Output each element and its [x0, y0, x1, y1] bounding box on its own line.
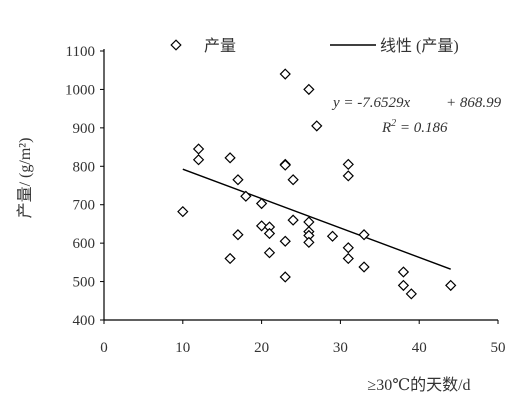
y-tick-label: 1000 — [65, 82, 95, 98]
y-tick-label: 700 — [73, 198, 96, 214]
data-point — [342, 170, 354, 182]
data-point — [224, 152, 236, 164]
data-point — [224, 252, 236, 265]
legend-marker — [170, 39, 182, 51]
regression-equation: y = -7.6529x + 868.99 R2 = 0.186 — [331, 95, 502, 136]
trendline-group — [182, 168, 451, 270]
data-point — [232, 174, 244, 186]
legend-label-trend: 线性 (产量) — [380, 37, 459, 55]
data-point — [279, 271, 291, 283]
data-point — [192, 143, 205, 155]
data-point — [303, 236, 315, 249]
x-tick-label: 30 — [333, 340, 348, 356]
data-point — [342, 252, 354, 265]
equation-text: y = -7.6529x — [331, 95, 411, 111]
data-point — [279, 235, 291, 247]
y-tick-label: 1100 — [66, 44, 95, 60]
y-tick-label: 600 — [73, 236, 96, 252]
x-tick-label: 10 — [175, 340, 190, 356]
y-tick-label: 500 — [73, 275, 96, 291]
x-tick-label: 0 — [100, 340, 108, 356]
data-points — [177, 68, 457, 300]
data-point — [287, 174, 299, 186]
x-axis-label: ≥30℃的天数/d — [367, 376, 470, 394]
data-point — [240, 190, 252, 202]
r-squared-text: R2 = 0.186 — [381, 118, 448, 136]
data-point — [326, 230, 339, 242]
data-point — [358, 229, 370, 241]
equation-intercept: + 868.99 — [446, 95, 502, 111]
data-point — [397, 266, 410, 278]
data-point — [287, 214, 299, 226]
data-point — [192, 154, 205, 166]
data-point — [263, 247, 276, 259]
axes — [100, 49, 499, 324]
y-tick-label: 800 — [73, 159, 96, 175]
data-point — [445, 279, 457, 292]
trendline — [182, 168, 451, 270]
legend: 产量 线性 (产量) — [170, 37, 459, 55]
x-tick-label: 50 — [491, 340, 506, 356]
tick-labels: 400 500 600 700 800 900 1000 1100 0 10 20 30 40 50 — [65, 44, 506, 356]
data-point — [263, 227, 276, 240]
y-tick-label: 400 — [73, 313, 96, 329]
data-point — [342, 242, 354, 254]
data-point — [303, 83, 315, 96]
data-point — [342, 158, 354, 171]
data-point — [358, 261, 370, 273]
data-point — [311, 120, 323, 132]
y-tick-label: 900 — [73, 121, 96, 137]
data-point — [255, 197, 268, 210]
legend-label-series: 产量 — [204, 37, 236, 55]
data-point — [279, 68, 291, 80]
x-tick-label: 20 — [254, 340, 269, 356]
data-point — [279, 159, 291, 171]
data-point — [405, 288, 417, 300]
data-point — [255, 220, 268, 232]
data-point — [177, 205, 189, 218]
data-point — [303, 216, 315, 228]
data-point — [397, 279, 410, 292]
x-tick-label: 40 — [412, 340, 427, 356]
data-point — [232, 229, 244, 241]
y-axis-label: 产量/ (g/m²) — [16, 138, 34, 219]
